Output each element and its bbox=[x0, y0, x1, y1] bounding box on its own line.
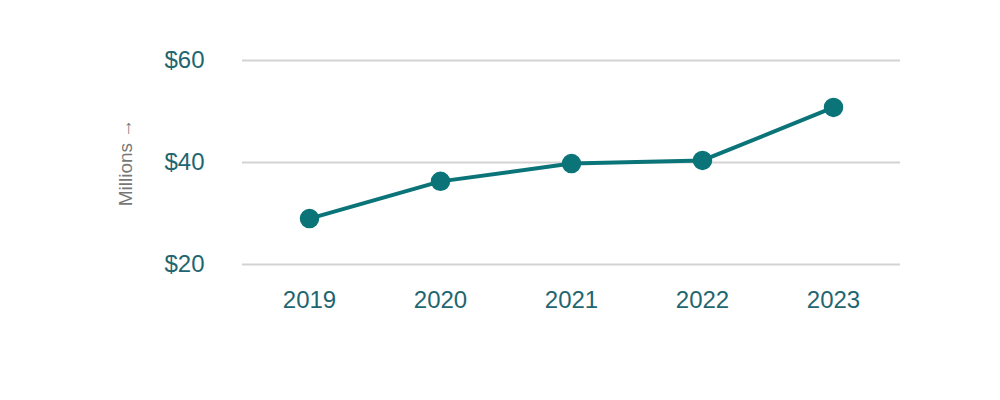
svg-text:$60: $60 bbox=[164, 46, 204, 73]
svg-text:2020: 2020 bbox=[414, 286, 467, 313]
svg-text:2023: 2023 bbox=[807, 286, 860, 313]
svg-text:$40: $40 bbox=[164, 148, 204, 175]
svg-text:2019: 2019 bbox=[283, 286, 336, 313]
svg-text:2022: 2022 bbox=[676, 286, 729, 313]
svg-text:$20: $20 bbox=[164, 250, 204, 277]
svg-text:Millions →: Millions → bbox=[115, 119, 136, 207]
svg-text:2021: 2021 bbox=[545, 286, 598, 313]
